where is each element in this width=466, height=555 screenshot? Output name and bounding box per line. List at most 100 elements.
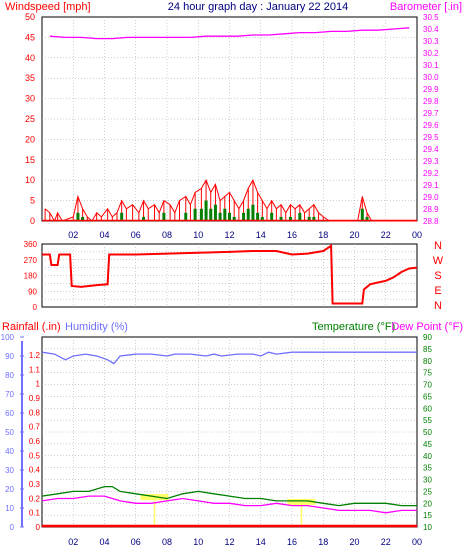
windspeed-tick-label: 15 <box>25 155 35 165</box>
temp-panel-x-tick-label: 00 <box>412 537 422 547</box>
solar-marker <box>287 498 316 505</box>
wind-gust-bar <box>232 216 236 221</box>
wind-panel-x-tick-label: 16 <box>287 230 297 240</box>
humidity-tick-label: 100 <box>1 333 15 342</box>
wind-panel-x-tick-label: 12 <box>224 230 234 240</box>
wind-gust-bar <box>246 208 250 221</box>
temperature-line <box>41 485 417 507</box>
temperature-tick-label: 85 <box>423 345 432 354</box>
wind-gust-bar <box>288 216 292 221</box>
humidity-tick-label: 0 <box>10 523 15 532</box>
wind-gust-bar <box>260 216 264 221</box>
humidity-tick-label: 20 <box>5 485 14 494</box>
wind-gust-bar <box>162 212 166 221</box>
windspeed-tick-label: 40 <box>25 53 35 63</box>
rainfall-tick-label: 0.8 <box>29 408 41 417</box>
dewpoint-line <box>41 495 417 514</box>
barometer-tick-label: 30.0 <box>423 73 439 82</box>
temperature-tick-label: 30 <box>423 476 432 485</box>
direction-tick-label: 270 <box>24 256 38 265</box>
wind-gust-bar <box>218 212 222 221</box>
wind-panel-x-tick-label: 10 <box>193 230 203 240</box>
wind-panel-x-tick-label: 08 <box>162 230 172 240</box>
wind-gust-bar <box>120 212 124 221</box>
temperature-tick-label: 75 <box>423 369 432 378</box>
wind-gust-bar <box>184 212 188 221</box>
rainfall-tick-label: 0.6 <box>29 437 41 446</box>
rainfall-tick-label: 0.5 <box>29 451 41 460</box>
direction-tick-label: 0 <box>33 303 38 312</box>
wind-panel-x-tick-label: 22 <box>381 230 391 240</box>
temperature-tick-label: 50 <box>423 428 432 437</box>
humidity-tick-label: 10 <box>5 504 14 513</box>
rainfall-tick-label: 0 <box>36 523 41 532</box>
wind-gust-bar <box>360 208 364 221</box>
temperature-tick-label: 25 <box>423 487 432 496</box>
temperature-tick-label: 80 <box>423 357 432 366</box>
wind-gust-bar <box>223 208 227 221</box>
barometer-tick-label: 30.3 <box>423 37 439 46</box>
barometer-tick-label: 28.9 <box>423 205 439 214</box>
compass-label: E <box>434 285 441 297</box>
wind-barometer-panel: 0 5 10 15 20 25 30 35 40 45 50 28.8 28.9 29.0 29.1 29.2… <box>25 12 439 240</box>
temp-panel-x-tick-label: 08 <box>162 537 172 547</box>
windspeed-tick-label: 0 <box>30 216 35 226</box>
temp-panel-x-tick-label: 02 <box>68 537 78 547</box>
direction-tick-label: 180 <box>24 272 38 281</box>
wind-panel-x-tick-label: 02 <box>68 230 78 240</box>
wind-speed-line <box>44 179 417 223</box>
windspeed-tick-label: 35 <box>25 73 35 83</box>
rainfall-tick-label: 0.2 <box>29 494 41 503</box>
rainfall-tick-label: 1.2 <box>29 351 41 360</box>
temperature-tick-label: 55 <box>423 416 432 425</box>
wind-panel-x-tick-label: 04 <box>99 230 109 240</box>
dewpoint-axis-title: Dew Point (°F) <box>391 321 463 333</box>
direction-tick-label: 90 <box>28 287 37 296</box>
wind-gust-bar <box>256 212 260 221</box>
humidity-tick-label: 40 <box>5 447 14 456</box>
temperature-tick-label: 70 <box>423 381 432 390</box>
temp-panel-x-tick-label: 04 <box>99 537 109 547</box>
barometer-tick-label: 29.6 <box>423 121 439 130</box>
temperature-tick-label: 35 <box>423 464 432 473</box>
humidity-tick-label: 70 <box>5 390 14 399</box>
humidity-tick-label: 50 <box>5 428 14 437</box>
wind-direction-line <box>42 243 418 305</box>
humidity-tick-label: 80 <box>5 371 14 380</box>
barometer-tick-label: 29.7 <box>423 109 439 118</box>
temp-panel-x-tick-label: 16 <box>287 537 297 547</box>
direction-tick-label: 360 <box>24 240 38 249</box>
rainfall-tick-label: 0.1 <box>29 509 41 518</box>
temp-panel-x-tick-label: 20 <box>349 537 359 547</box>
wind-gust-bar <box>142 216 146 221</box>
rainfall-tick-label: 0.9 <box>29 394 41 403</box>
wind-gust-bar <box>81 216 85 221</box>
wind-gust-bar <box>307 216 311 221</box>
windspeed-tick-label: 45 <box>25 32 35 42</box>
wind-gust-bar <box>242 212 246 221</box>
barometer-axis-title: Barometer [.in] <box>390 1 462 13</box>
compass-label: S <box>434 270 441 282</box>
barometer-tick-label: 29.3 <box>423 157 439 166</box>
rainfall-tick-label: 1 <box>36 380 41 389</box>
rainfall-tick-label: 0.3 <box>29 480 41 489</box>
temperature-tick-label: 15 <box>423 511 432 520</box>
wind-gust-bar <box>312 216 316 221</box>
wind-gust-bar <box>204 200 208 221</box>
barometer-tick-label: 29.1 <box>423 181 439 190</box>
humidity-tick-label: 30 <box>5 466 14 475</box>
wind-panel-x-tick-label: 18 <box>318 230 328 240</box>
rainfall-tick-label: 0.4 <box>29 466 41 475</box>
windspeed-tick-label: 30 <box>25 94 35 104</box>
temp-panel-x-tick-label: 18 <box>318 537 328 547</box>
humidity-tick-label: 60 <box>5 409 14 418</box>
barometer-tick-label: 28.8 <box>423 217 439 226</box>
wind-panel-x-tick-label: 20 <box>349 230 359 240</box>
temp-panel-x-tick-label: 22 <box>381 537 391 547</box>
temperature-humidity-panel: 010203040506070809010000.10.20.30.40.50.… <box>1 333 433 547</box>
compass-label: W <box>433 255 444 267</box>
windspeed-tick-label: 50 <box>25 12 35 22</box>
barometer-tick-label: 29.9 <box>423 85 439 94</box>
